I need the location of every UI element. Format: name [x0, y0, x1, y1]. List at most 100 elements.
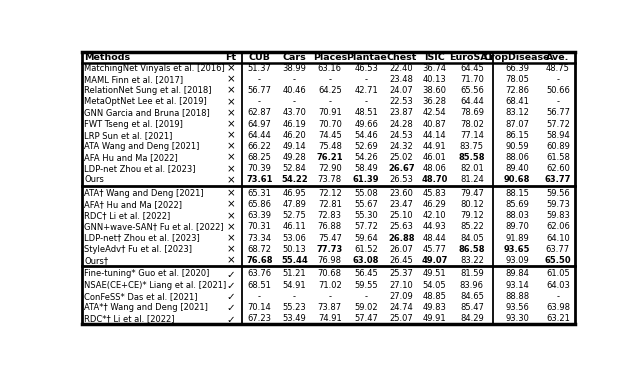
- Text: 54.46: 54.46: [354, 131, 378, 140]
- Text: 59.83: 59.83: [546, 211, 570, 220]
- Text: 49.91: 49.91: [422, 314, 446, 323]
- Text: 88.03: 88.03: [505, 211, 529, 220]
- Text: 89.70: 89.70: [505, 222, 529, 232]
- Text: 22.40: 22.40: [390, 64, 413, 73]
- Text: 38.99: 38.99: [283, 64, 307, 73]
- Text: 36.74: 36.74: [422, 64, 447, 73]
- Text: 46.95: 46.95: [283, 189, 307, 198]
- Text: 47.89: 47.89: [283, 200, 307, 209]
- Text: 85.22: 85.22: [460, 222, 484, 232]
- Text: 25.10: 25.10: [390, 211, 413, 220]
- Text: 61.58: 61.58: [546, 153, 570, 162]
- Text: $\times$: $\times$: [226, 199, 236, 210]
- Text: RelationNet Sung et al. [2018]: RelationNet Sung et al. [2018]: [84, 86, 212, 95]
- Text: -: -: [328, 97, 332, 106]
- Text: 50.13: 50.13: [283, 245, 307, 254]
- Text: 78.05: 78.05: [505, 75, 529, 84]
- Text: -: -: [258, 97, 260, 106]
- Text: 24.28: 24.28: [390, 120, 413, 129]
- Text: ATA† Wang and Deng [2021]: ATA† Wang and Deng [2021]: [84, 189, 204, 198]
- Text: 71.70: 71.70: [460, 75, 484, 84]
- Text: $\times$: $\times$: [226, 255, 236, 266]
- Text: 24.74: 24.74: [390, 303, 413, 312]
- Text: -: -: [293, 292, 296, 301]
- Text: -: -: [556, 75, 559, 84]
- Text: $\checkmark$: $\checkmark$: [227, 280, 236, 290]
- Text: NSAE(CE+CE)* Liang et al. [2021]: NSAE(CE+CE)* Liang et al. [2021]: [84, 280, 227, 290]
- Text: StyleAdv† Fu et al. [2023]: StyleAdv† Fu et al. [2023]: [84, 245, 193, 254]
- Text: 78.02: 78.02: [460, 120, 484, 129]
- Text: 64.10: 64.10: [546, 233, 570, 243]
- Text: 62.60: 62.60: [546, 164, 570, 173]
- Text: 23.48: 23.48: [390, 75, 413, 84]
- Text: 36.28: 36.28: [422, 97, 447, 106]
- Text: 46.20: 46.20: [283, 131, 307, 140]
- Text: 63.39: 63.39: [247, 211, 271, 220]
- Text: 26.67: 26.67: [388, 164, 415, 173]
- Text: 56.45: 56.45: [354, 269, 378, 278]
- Text: 46.53: 46.53: [354, 64, 378, 73]
- Text: 90.68: 90.68: [504, 175, 530, 185]
- Text: -: -: [328, 292, 332, 301]
- Text: EuroSAT: EuroSAT: [449, 53, 494, 62]
- Text: $\times$: $\times$: [226, 141, 236, 152]
- Text: 86.15: 86.15: [505, 131, 529, 140]
- Text: 40.46: 40.46: [283, 86, 307, 95]
- Text: 48.06: 48.06: [422, 164, 447, 173]
- Text: 70.70: 70.70: [318, 120, 342, 129]
- Text: 73.87: 73.87: [317, 303, 342, 312]
- Text: 93.14: 93.14: [505, 280, 529, 290]
- Text: 48.51: 48.51: [354, 108, 378, 117]
- Text: 25.37: 25.37: [390, 269, 413, 278]
- Text: 25.07: 25.07: [390, 314, 413, 323]
- Text: 53.49: 53.49: [283, 314, 307, 323]
- Text: 52.84: 52.84: [283, 164, 307, 173]
- Text: RDC† Li et al. [2022]: RDC† Li et al. [2022]: [84, 211, 171, 220]
- Text: 48.75: 48.75: [546, 64, 570, 73]
- Text: 91.89: 91.89: [505, 233, 529, 243]
- Text: 77.14: 77.14: [460, 131, 484, 140]
- Text: RDC*† Li et al. [2022]: RDC*† Li et al. [2022]: [84, 314, 175, 323]
- Text: $\times$: $\times$: [226, 130, 236, 141]
- Text: 70.68: 70.68: [318, 269, 342, 278]
- Text: GNN+wave-SAN† Fu et al. [2022]: GNN+wave-SAN† Fu et al. [2022]: [84, 222, 224, 232]
- Text: 84.65: 84.65: [460, 292, 484, 301]
- Text: 24.07: 24.07: [390, 86, 413, 95]
- Text: CropDisease: CropDisease: [484, 53, 550, 62]
- Text: 93.09: 93.09: [505, 256, 529, 265]
- Text: 73.34: 73.34: [247, 233, 271, 243]
- Text: 55.23: 55.23: [283, 303, 307, 312]
- Text: -: -: [293, 75, 296, 84]
- Text: 70.14: 70.14: [248, 303, 271, 312]
- Text: 76.88: 76.88: [317, 222, 342, 232]
- Text: Ours: Ours: [84, 175, 104, 185]
- Text: 40.87: 40.87: [422, 120, 447, 129]
- Text: 68.25: 68.25: [247, 153, 271, 162]
- Text: 59.56: 59.56: [546, 189, 570, 198]
- Text: 70.91: 70.91: [318, 108, 342, 117]
- Text: Plantae: Plantae: [346, 53, 387, 62]
- Text: Fine-tuning* Guo et al. [2020]: Fine-tuning* Guo et al. [2020]: [84, 269, 210, 278]
- Text: 44.91: 44.91: [422, 142, 446, 151]
- Text: 70.31: 70.31: [247, 222, 271, 232]
- Text: 76.68: 76.68: [246, 256, 273, 265]
- Text: 68.41: 68.41: [505, 97, 529, 106]
- Text: 44.14: 44.14: [422, 131, 446, 140]
- Text: 51.21: 51.21: [283, 269, 307, 278]
- Text: 79.47: 79.47: [460, 189, 484, 198]
- Text: -: -: [258, 75, 260, 84]
- Text: 70.39: 70.39: [247, 164, 271, 173]
- Text: 23.60: 23.60: [390, 189, 413, 198]
- Text: 60.89: 60.89: [546, 142, 570, 151]
- Text: 49.28: 49.28: [283, 153, 307, 162]
- Text: MAML Finn et al. [2017]: MAML Finn et al. [2017]: [84, 75, 184, 84]
- Text: 26.88: 26.88: [388, 233, 415, 243]
- Text: 56.77: 56.77: [546, 108, 570, 117]
- Text: $\times$: $\times$: [226, 85, 236, 96]
- Text: 64.25: 64.25: [318, 86, 342, 95]
- Text: 61.52: 61.52: [354, 245, 378, 254]
- Text: 77.73: 77.73: [317, 245, 343, 254]
- Text: $\times$: $\times$: [226, 211, 236, 221]
- Text: 66.39: 66.39: [505, 64, 529, 73]
- Text: 46.11: 46.11: [283, 222, 307, 232]
